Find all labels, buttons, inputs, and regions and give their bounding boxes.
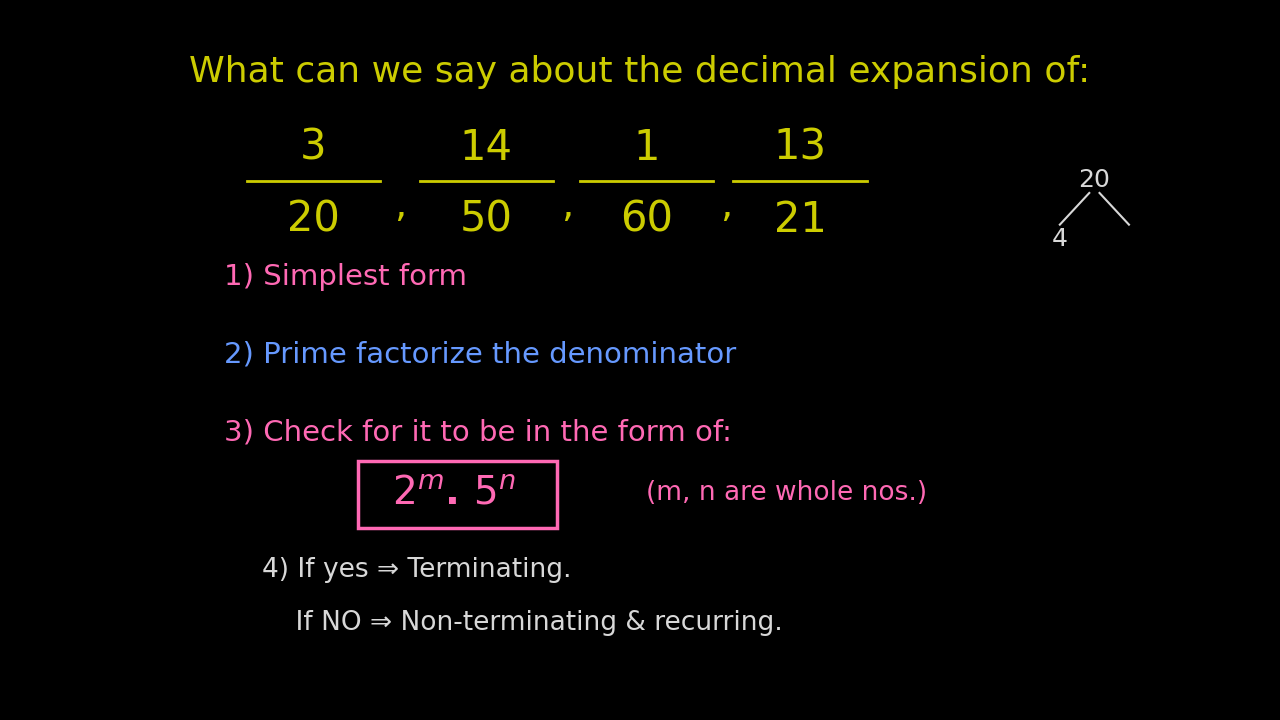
Text: ,: , xyxy=(561,186,573,224)
Text: 50: 50 xyxy=(460,199,513,240)
Text: 13: 13 xyxy=(773,127,827,168)
Text: 1) Simplest form: 1) Simplest form xyxy=(224,264,467,291)
Text: 3) Check for it to be in the form of:: 3) Check for it to be in the form of: xyxy=(224,418,732,446)
Text: If NO ⇒ Non-terminating & recurring.: If NO ⇒ Non-terminating & recurring. xyxy=(262,610,783,636)
Text: 21: 21 xyxy=(773,199,827,240)
Text: 60: 60 xyxy=(620,199,673,240)
Text: ,: , xyxy=(719,186,732,224)
Text: 4) If yes ⇒ Terminating.: 4) If yes ⇒ Terminating. xyxy=(262,557,572,583)
Text: 1: 1 xyxy=(634,127,659,168)
Text: 3: 3 xyxy=(301,127,326,168)
Text: 20: 20 xyxy=(287,199,340,240)
Text: 14: 14 xyxy=(460,127,513,168)
Text: 4: 4 xyxy=(1052,227,1068,251)
Text: What can we say about the decimal expansion of:: What can we say about the decimal expans… xyxy=(189,55,1091,89)
Text: $2^m\mathbf{.}\, 5^n$: $2^m\mathbf{.}\, 5^n$ xyxy=(393,474,516,512)
Text: ,: , xyxy=(394,186,407,224)
Text: 20: 20 xyxy=(1079,168,1110,192)
Text: 2) Prime factorize the denominator: 2) Prime factorize the denominator xyxy=(224,341,736,368)
Text: (m, n are whole nos.): (m, n are whole nos.) xyxy=(646,480,928,506)
